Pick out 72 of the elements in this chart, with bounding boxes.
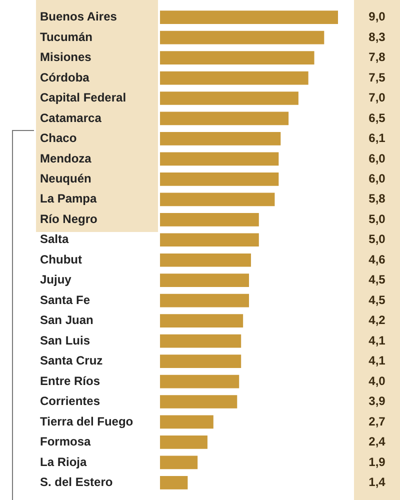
y-tick-label: Buenos Aires: [40, 10, 118, 24]
bar: [160, 92, 298, 105]
data-label: 7,0: [368, 90, 386, 105]
bar: [160, 253, 251, 267]
data-label: 4,2: [368, 313, 386, 328]
data-label: 9,0: [368, 10, 386, 24]
y-tick-label: Tierra del Fuego: [40, 414, 134, 428]
bar: [160, 415, 214, 429]
data-label: 6,0: [368, 151, 386, 166]
y-tick-label: S. del Estero: [40, 474, 113, 489]
data-label: 3,9: [368, 394, 386, 408]
y-tick-label: La Rioja: [40, 454, 87, 469]
data-label: 2,4: [368, 434, 386, 449]
data-label: 4,5: [368, 292, 386, 307]
y-tick-label: Chaco: [40, 131, 77, 146]
data-label: 7,8: [368, 50, 386, 64]
y-tick-label: Río Negro: [40, 212, 98, 226]
bar: [160, 51, 314, 64]
bar: [160, 132, 281, 146]
bar: [160, 274, 249, 288]
data-label: 2,7: [368, 414, 386, 428]
data-label: 5,8: [368, 192, 386, 206]
bar: [160, 354, 242, 368]
y-tick-label: Salta: [40, 232, 70, 246]
data-label: 5,0: [368, 212, 386, 226]
data-label: 4,1: [368, 333, 386, 348]
y-tick-label: Mendoza: [40, 151, 92, 166]
y-tick-label: San Luis: [40, 333, 90, 348]
data-label: 4,6: [368, 252, 386, 266]
y-tick-label: La Pampa: [40, 192, 98, 206]
bar: [160, 476, 188, 490]
bar: [160, 456, 198, 470]
data-label: 4,5: [368, 272, 386, 287]
y-tick-label: Formosa: [40, 434, 92, 449]
y-tick-label: Jujuy: [40, 272, 72, 287]
bar: [160, 374, 240, 388]
y-tick-label: Corrientes: [40, 394, 100, 408]
data-label: 4,0: [368, 374, 386, 388]
bar: [160, 152, 279, 166]
data-label: 6,5: [368, 110, 386, 125]
y-tick-label: Entre Ríos: [40, 374, 100, 388]
bar: [160, 192, 275, 206]
y-tick-label: Córdoba: [40, 70, 90, 84]
y-tick-label: Santa Cruz: [40, 354, 103, 368]
bar: [160, 30, 324, 44]
y-tick-label: Capital Federal: [40, 90, 126, 105]
bar: [160, 10, 338, 24]
y-tick-label: Catamarca: [40, 110, 102, 125]
y-tick-label: Chubut: [40, 252, 82, 266]
bar: [160, 294, 249, 308]
data-label: 5,0: [368, 232, 386, 246]
data-label: 1,4: [368, 474, 386, 489]
data-label: 1,9: [368, 454, 386, 469]
bar: [160, 212, 259, 226]
data-label: 6,0: [368, 171, 386, 186]
y-tick-label: San Juan: [40, 313, 94, 328]
bar: [160, 71, 308, 85]
data-label: 7,5: [368, 70, 386, 84]
bar: [160, 172, 279, 186]
data-label: 6,1: [368, 131, 386, 146]
bar: [160, 334, 242, 348]
y-tick-label: Santa Fe: [40, 292, 90, 307]
bar: [160, 233, 259, 247]
bar: [160, 112, 289, 126]
bar: [160, 314, 244, 328]
data-label: 4,1: [368, 354, 386, 368]
bar: [160, 395, 238, 408]
y-tick-label: Neuquén: [40, 171, 92, 186]
y-tick-label: Tucumán: [40, 30, 92, 44]
y-tick-label: Misiones: [40, 50, 92, 64]
data-label: 8,3: [368, 30, 386, 44]
bar: [160, 436, 208, 449]
